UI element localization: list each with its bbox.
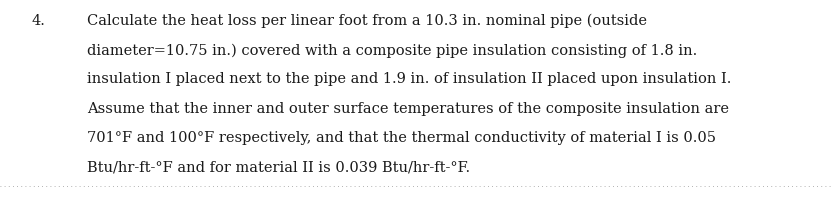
Text: 4.: 4. [32,14,46,28]
Text: insulation I placed next to the pipe and 1.9 in. of insulation II placed upon in: insulation I placed next to the pipe and… [87,72,732,87]
Text: diameter=10.75 in.) covered with a composite pipe insulation consisting of 1.8 i: diameter=10.75 in.) covered with a compo… [87,43,698,58]
Text: Btu/hr-ft-°F and for material II is 0.039 Btu/hr-ft-°F.: Btu/hr-ft-°F and for material II is 0.03… [87,160,471,174]
Text: 701°F and 100°F respectively, and that the thermal conductivity of material I is: 701°F and 100°F respectively, and that t… [87,131,716,145]
Text: Calculate the heat loss per linear foot from a 10.3 in. nominal pipe (outside: Calculate the heat loss per linear foot … [87,14,647,28]
Text: Assume that the inner and outer surface temperatures of the composite insulation: Assume that the inner and outer surface … [87,102,730,116]
